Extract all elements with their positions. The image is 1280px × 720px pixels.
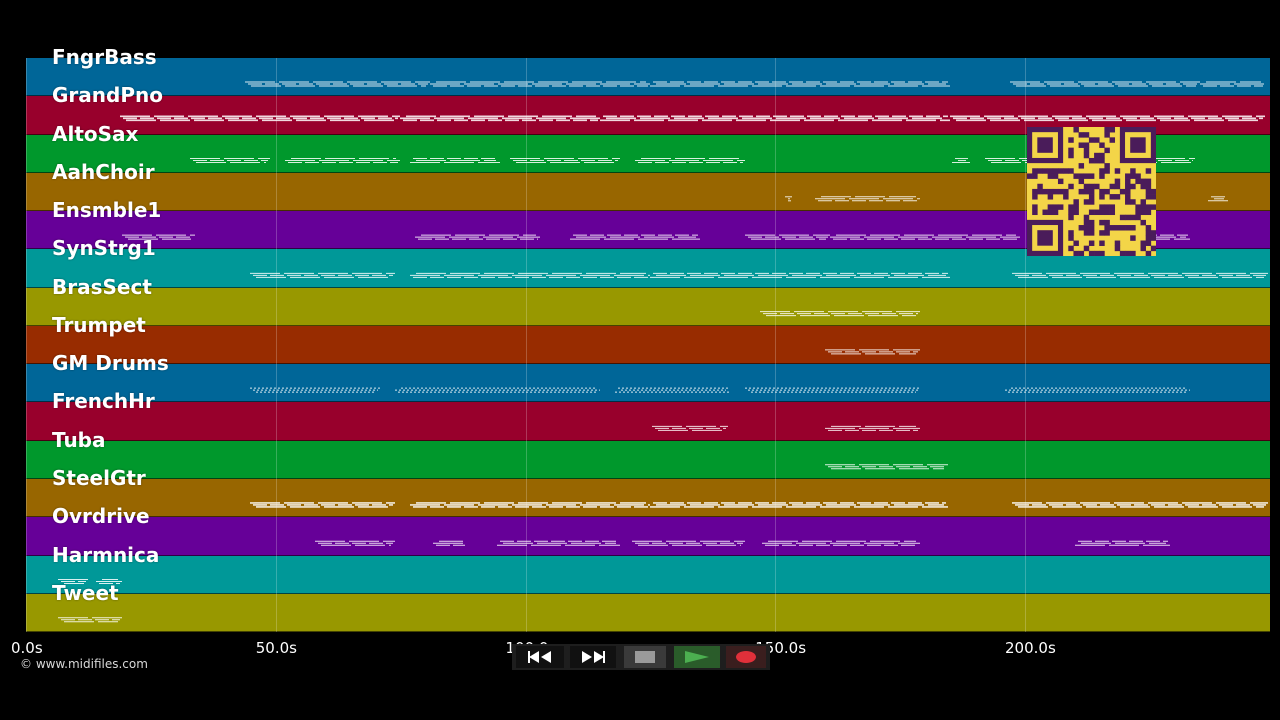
fast-forward-icon: [582, 651, 605, 663]
gridline: [26, 58, 27, 632]
fast-forward-button[interactable]: [570, 646, 616, 668]
transport-controls: [512, 644, 770, 670]
gridline: [275, 58, 277, 632]
time-tick-label: 200.0s: [1005, 639, 1056, 657]
track-label: Ovrdrive: [52, 504, 150, 529]
track-label: SynStrg1: [52, 236, 156, 261]
track-label: SteelGtr: [52, 465, 146, 490]
track-lane[interactable]: [26, 555, 1270, 594]
track-label: Tweet: [52, 580, 119, 605]
track-lane[interactable]: [26, 440, 1270, 479]
track-lane[interactable]: [26, 287, 1270, 326]
track-label: GrandPno: [52, 83, 163, 108]
track-lane[interactable]: [26, 478, 1270, 518]
track-label: GM Drums: [52, 351, 169, 376]
track-label: FngrBass: [52, 45, 157, 69]
track-lane[interactable]: [26, 325, 1270, 365]
track-label: Trumpet: [52, 312, 146, 337]
gridline: [1025, 58, 1026, 632]
record-icon: [736, 651, 756, 663]
track-label: BrasSect: [52, 274, 152, 299]
gridline: [525, 58, 527, 632]
gridline: [775, 58, 777, 632]
rewind-button[interactable]: [516, 646, 564, 668]
track-label: Ensmble1: [52, 198, 162, 223]
time-tick-label: 0.0s: [11, 639, 43, 657]
stop-button[interactable]: [624, 646, 666, 668]
track-label: Harmnica: [52, 542, 160, 567]
track-label: AahChoir: [52, 159, 155, 184]
track-lane[interactable]: [26, 402, 1270, 441]
track-label: AltoSax: [52, 121, 139, 146]
track-label: Tuba: [52, 427, 106, 452]
play-button[interactable]: [674, 646, 720, 668]
play-icon: [685, 651, 709, 663]
copyright-text: © www.midifiles.com: [20, 657, 148, 671]
track-lane[interactable]: [26, 58, 1270, 97]
track-label: FrenchHr: [52, 389, 155, 414]
record-button[interactable]: [726, 646, 766, 668]
track-lane[interactable]: [26, 364, 1270, 403]
qr-code: [1027, 127, 1157, 257]
rewind-icon: [528, 651, 551, 663]
time-tick-label: 50.0s: [255, 639, 297, 657]
stop-icon: [635, 651, 655, 663]
track-lane[interactable]: [26, 593, 1270, 633]
track-lane[interactable]: [26, 517, 1270, 556]
